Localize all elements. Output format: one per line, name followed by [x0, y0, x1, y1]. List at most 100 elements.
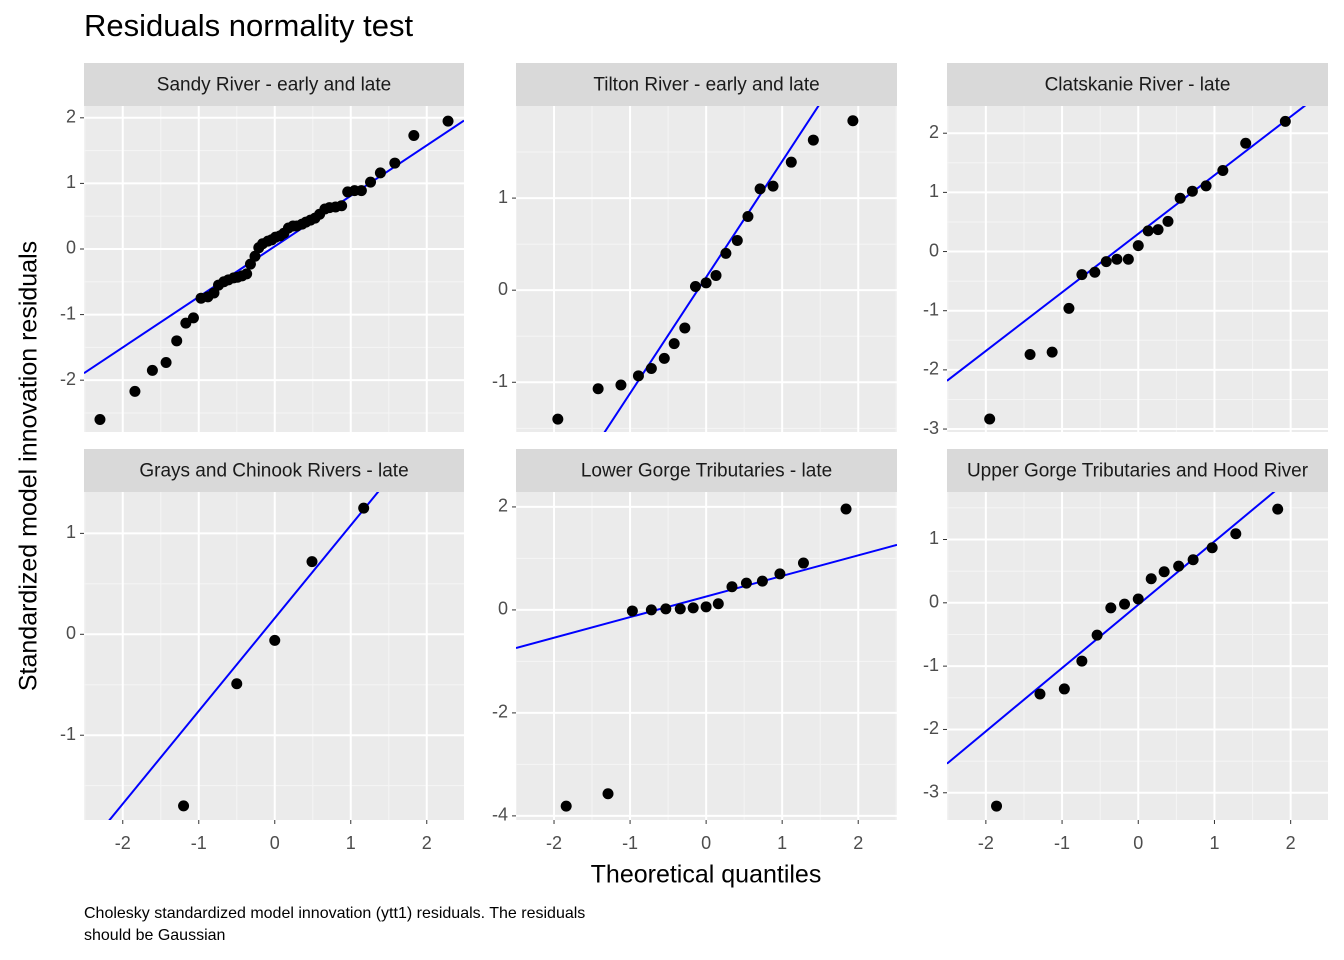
- point: [602, 788, 614, 800]
- y-tick-label: 0: [66, 238, 76, 258]
- point: [306, 556, 318, 568]
- point: [241, 268, 253, 280]
- point: [1076, 655, 1088, 667]
- reference-line: [947, 106, 1307, 382]
- point: [1105, 602, 1117, 614]
- point: [785, 156, 797, 168]
- point: [178, 800, 190, 812]
- point: [984, 413, 996, 425]
- y-tick-label: -2: [923, 359, 939, 379]
- point: [374, 167, 386, 179]
- point: [1111, 253, 1123, 265]
- point: [700, 277, 712, 289]
- x-tick-label: -2: [546, 833, 562, 853]
- facet-title: Lower Gorge Tributaries - late: [581, 461, 832, 482]
- panel: [947, 106, 1328, 432]
- point: [740, 577, 752, 589]
- point: [1279, 115, 1291, 127]
- point: [1186, 185, 1198, 197]
- point: [231, 678, 243, 690]
- y-tick-label: -1: [60, 303, 76, 323]
- point: [336, 200, 348, 212]
- point: [689, 280, 701, 292]
- y-tick-label: 1: [929, 528, 939, 548]
- y-tick-label: 0: [929, 592, 939, 612]
- y-tick-label: 1: [498, 187, 508, 207]
- point: [1132, 240, 1144, 252]
- point: [1024, 348, 1036, 360]
- caption-line: should be Gaussian: [84, 927, 225, 944]
- point: [742, 211, 754, 223]
- point: [355, 185, 367, 197]
- x-tick-label: 0: [701, 833, 711, 853]
- point: [991, 800, 1003, 812]
- x-tick-label: 0: [1133, 833, 1143, 853]
- x-tick-label: 0: [270, 833, 280, 853]
- point: [720, 247, 732, 259]
- reference-line: [516, 543, 897, 649]
- facet-title: Tilton River - early and late: [593, 75, 819, 96]
- point: [1217, 164, 1229, 176]
- point: [632, 370, 644, 382]
- point: [1173, 560, 1185, 572]
- point: [731, 234, 743, 246]
- x-tick-label: 1: [1209, 833, 1219, 853]
- facet-strip: [516, 63, 897, 106]
- point: [658, 352, 670, 364]
- panel: [516, 492, 897, 820]
- point: [171, 335, 183, 347]
- point: [269, 634, 281, 646]
- point: [592, 383, 604, 395]
- y-tick-label: -2: [60, 369, 76, 389]
- point: [1122, 253, 1134, 265]
- x-tick-label: 2: [1286, 833, 1296, 853]
- point: [797, 557, 809, 569]
- y-tick-label: 1: [66, 172, 76, 192]
- point: [712, 598, 724, 610]
- point: [1046, 346, 1058, 358]
- point: [365, 176, 377, 188]
- panel: [84, 492, 464, 820]
- x-tick-label: -2: [115, 833, 131, 853]
- point: [710, 269, 722, 281]
- y-tick-label: 2: [66, 107, 76, 127]
- point: [1034, 688, 1046, 700]
- point: [674, 603, 686, 615]
- y-tick-label: 2: [498, 496, 508, 516]
- point: [726, 581, 738, 593]
- facet-title: Grays and Chinook Rivers - late: [139, 461, 408, 482]
- point: [1076, 269, 1088, 281]
- point: [1162, 215, 1174, 227]
- panel: [84, 106, 464, 432]
- point: [552, 413, 564, 425]
- point: [754, 183, 766, 195]
- point: [1272, 503, 1284, 515]
- point: [840, 503, 852, 515]
- y-axis-title: Standardized model innovation residuals: [15, 241, 43, 691]
- y-tick-label: -4: [492, 805, 508, 825]
- point: [1063, 302, 1075, 314]
- x-tick-label: -2: [978, 833, 994, 853]
- facet-strip: [84, 63, 464, 106]
- point: [807, 134, 819, 146]
- y-tick-label: -1: [60, 724, 76, 744]
- point: [774, 568, 786, 580]
- facet-title: Clatskanie River - late: [1045, 75, 1231, 96]
- x-tick-label: 1: [777, 833, 787, 853]
- point: [615, 379, 627, 391]
- y-tick-label: 0: [498, 599, 508, 619]
- point: [94, 414, 106, 426]
- facet-title: Sandy River - early and late: [157, 75, 391, 96]
- y-tick-label: 0: [66, 623, 76, 643]
- facet-strip: [84, 449, 464, 492]
- x-tick-label: -1: [1054, 833, 1070, 853]
- y-tick-label: 0: [929, 240, 939, 260]
- y-tick-label: 0: [498, 279, 508, 299]
- point: [1091, 629, 1103, 641]
- x-tick-label: -1: [622, 833, 638, 853]
- facet-strip: [947, 449, 1328, 492]
- y-tick-label: -1: [923, 299, 939, 319]
- point: [1158, 566, 1170, 578]
- y-tick-label: -1: [492, 371, 508, 391]
- point: [1089, 266, 1101, 278]
